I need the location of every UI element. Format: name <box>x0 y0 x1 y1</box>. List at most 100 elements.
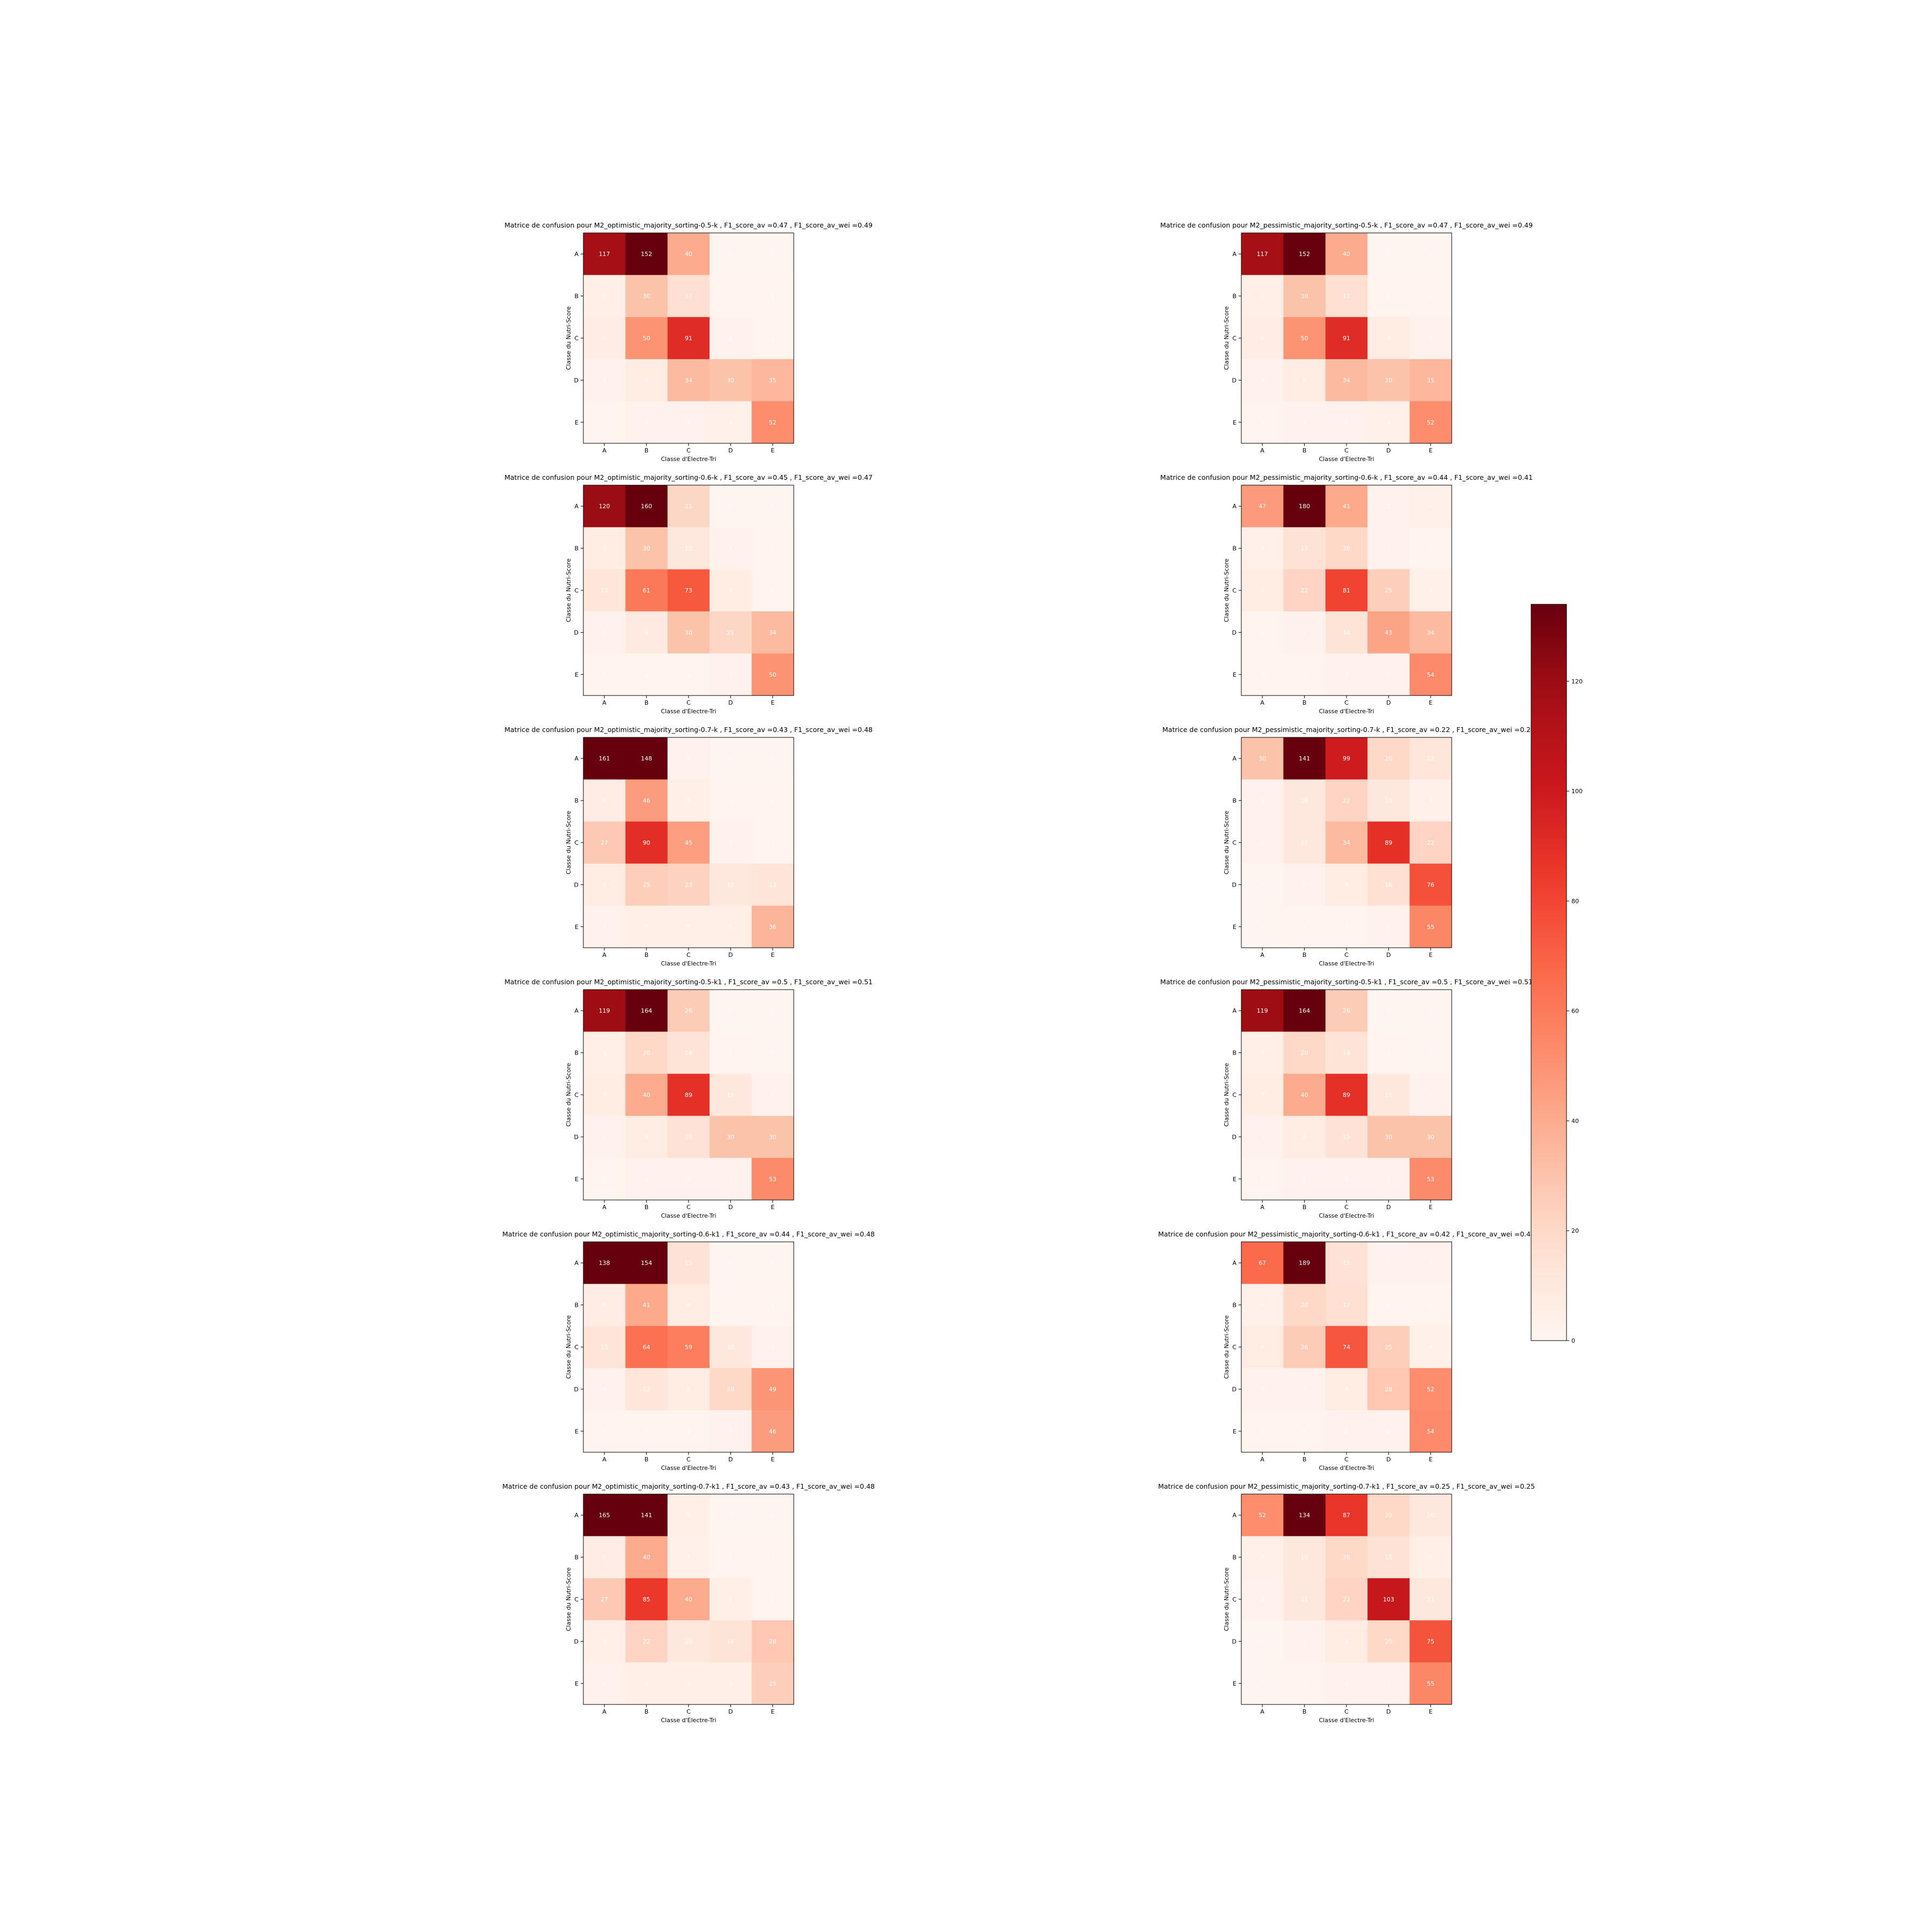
heatmap-cell <box>667 653 710 696</box>
heatmap-cell <box>709 1620 752 1663</box>
cell-value-label: 50 <box>1301 335 1308 342</box>
heatmap-cell <box>751 990 794 1032</box>
heatmap-cell <box>709 737 752 780</box>
cell-value-label: 36 <box>769 924 777 931</box>
heatmap-cell <box>709 1242 752 1284</box>
x-tick-label: D <box>728 1204 733 1211</box>
heatmap-cell <box>1409 653 1452 696</box>
heatmap-cell <box>1409 905 1452 948</box>
heatmap-cell <box>1409 1284 1452 1327</box>
y-tick-label: E <box>575 1176 579 1183</box>
heatmap-cell <box>709 1494 752 1536</box>
heatmap-cell <box>625 737 668 780</box>
y-tick-label: E <box>575 924 579 931</box>
heatmap-cell <box>1241 1662 1284 1705</box>
heatmap-cell <box>1241 1242 1284 1284</box>
heatmap-cell <box>709 1368 752 1411</box>
cell-value-label: 15 <box>685 1260 692 1267</box>
cell-value-label: 2 <box>1302 1638 1306 1645</box>
heatmap-cell <box>1283 737 1326 780</box>
cell-value-label: 40 <box>685 251 692 258</box>
cell-value-label: 1 <box>1429 293 1432 300</box>
heatmap-cell <box>1409 990 1452 1032</box>
heatmap-cell <box>625 863 668 906</box>
x-tick-label: C <box>686 1204 691 1211</box>
heatmap-cell <box>667 401 710 444</box>
cell-value-label: 3 <box>729 671 733 678</box>
cell-value-label: 117 <box>1257 251 1268 258</box>
cell-value-label: 2 <box>1387 503 1391 510</box>
heatmap-cell <box>1283 821 1326 864</box>
x-tick-label: D <box>1386 1456 1391 1463</box>
cell-value-label: 40 <box>1301 1092 1308 1099</box>
y-tick-label: B <box>574 293 579 300</box>
cell-value-label: 2 <box>1345 1176 1349 1183</box>
y-tick-label: C <box>574 335 579 342</box>
y-tick-label: D <box>1232 377 1236 384</box>
cell-value-label: 5 <box>687 924 691 931</box>
cell-value-label: 5 <box>687 1680 691 1687</box>
heatmap-cell <box>1241 905 1284 948</box>
x-tick-label: B <box>1302 699 1307 706</box>
heatmap-cell <box>1241 821 1284 864</box>
heatmap-cell <box>709 1662 752 1705</box>
heatmap-cell <box>1409 275 1452 318</box>
cell-value-label: 6 <box>603 797 606 804</box>
cell-value-label: 5 <box>1261 1050 1264 1057</box>
heatmap-cell <box>1409 1578 1452 1621</box>
cell-value-label: 26 <box>1343 1007 1350 1014</box>
cell-value-label: 5 <box>603 1638 606 1645</box>
heatmap-cell <box>583 359 626 402</box>
x-axis-label: Classe d'Electre-Tri <box>1319 708 1374 715</box>
cell-value-label: 164 <box>641 1007 652 1014</box>
x-tick-label: D <box>728 952 733 958</box>
cell-value-label: 87 <box>1343 1512 1350 1519</box>
cell-value-label: 1 <box>603 671 606 678</box>
heatmap-cell <box>1283 1536 1326 1579</box>
cell-value-label: 1 <box>771 839 774 846</box>
x-tick-label: C <box>1344 699 1349 706</box>
cell-value-label: 81 <box>1343 587 1350 594</box>
cell-value-label: 2 <box>1345 671 1349 678</box>
heatmap-cell <box>583 737 626 780</box>
heatmap-cell <box>751 485 794 528</box>
heatmap-cell <box>709 1031 752 1074</box>
cell-value-label: 10 <box>685 1638 692 1645</box>
cell-value-label: 30 <box>643 545 650 552</box>
x-tick-label: C <box>686 1708 691 1715</box>
cell-value-label: 2 <box>1387 1260 1391 1267</box>
colorbar-tick-label: 120 <box>1571 678 1583 685</box>
heatmap-cell <box>751 1073 794 1116</box>
cell-value-label: 20 <box>1385 755 1392 762</box>
heatmap-cell <box>1409 1031 1452 1074</box>
cell-value-label: 1 <box>771 1596 774 1603</box>
x-tick-label: B <box>645 1204 649 1211</box>
heatmap-cell <box>1325 653 1368 696</box>
heatmap-cell <box>667 1158 710 1201</box>
cell-value-label: 41 <box>643 1302 650 1309</box>
cell-value-label: 49 <box>769 1386 777 1393</box>
heatmap-cell <box>583 317 626 360</box>
y-tick-label: A <box>574 1260 579 1267</box>
cell-value-label: 1 <box>645 671 648 678</box>
heatmap-cell <box>709 317 752 360</box>
heatmap-cell <box>1283 1284 1326 1327</box>
cell-value-label: 20 <box>1385 1638 1392 1645</box>
cell-value-label: 8 <box>1345 1386 1349 1393</box>
cell-value-label: 1 <box>771 335 774 342</box>
x-tick-label: B <box>1302 1456 1307 1463</box>
y-tick-label: A <box>574 755 579 762</box>
cell-value-label: 54 <box>1427 1428 1435 1435</box>
panel-title: Matrice de confusion pour M2_optimistic_… <box>504 978 873 986</box>
heatmap-cells: 119 164 26 0 0 5 20 14 1 0 7 40 89 11 2 3 8 15 30 30 1 2 2 2 53 <box>583 990 794 1201</box>
heatmap-cell <box>1283 905 1326 948</box>
heatmap-cell <box>1367 737 1410 780</box>
cell-value-label: 47 <box>1258 503 1266 510</box>
cell-value-label: 34 <box>1343 377 1350 384</box>
cell-value-label: 26 <box>685 1007 692 1014</box>
cell-value-label: 30 <box>727 1133 734 1140</box>
heatmap-cell <box>1325 1368 1368 1411</box>
cell-value-label: 40 <box>1343 251 1350 258</box>
x-axis-label: Classe d'Electre-Tri <box>1319 456 1374 463</box>
cell-value-label: 164 <box>1299 1007 1310 1014</box>
